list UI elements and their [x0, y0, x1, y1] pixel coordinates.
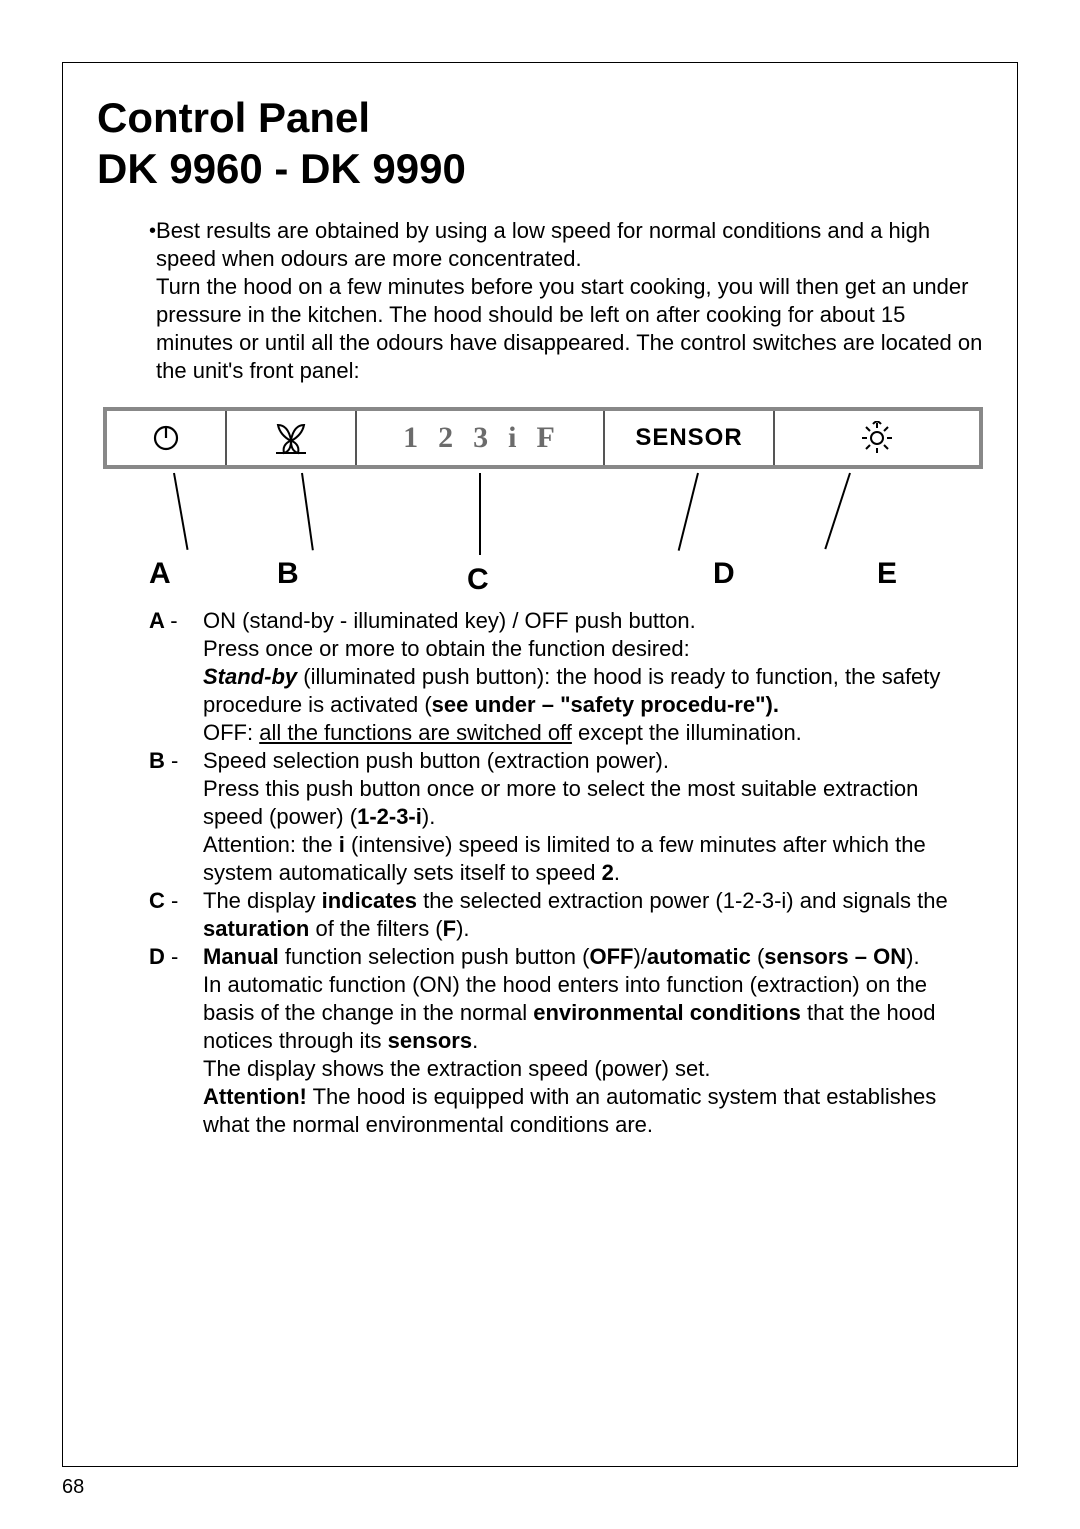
power-icon	[151, 423, 181, 453]
def-c: C - The display indicates the selected e…	[149, 887, 983, 943]
panel-segment-light	[775, 411, 979, 465]
callout-label-c: C	[467, 563, 489, 597]
fan-icon	[272, 421, 310, 455]
panel-segment-display: 1 2 3 i F	[357, 411, 605, 465]
page-number: 68	[62, 1476, 84, 1499]
def-key: A -	[149, 607, 203, 747]
intro-text: Best results are obtained by using a low…	[156, 217, 983, 385]
callout-line	[678, 473, 699, 551]
control-panel: 1 2 3 i F SENSOR	[103, 407, 983, 469]
callout-line	[173, 473, 189, 550]
def-body: ON (stand-by - illuminated key) / OFF pu…	[203, 607, 983, 747]
panel-segment-sensor: SENSOR	[605, 411, 775, 465]
def-body: The display indicates the selected extra…	[203, 887, 983, 943]
panel-segment-fan	[227, 411, 357, 465]
def-a: A - ON (stand-by - illuminated key) / OF…	[149, 607, 983, 747]
bullet: •	[149, 217, 156, 385]
title-line-1: Control Panel	[97, 93, 983, 143]
callout-lines: A B C D E	[109, 469, 983, 599]
def-body: Speed selection push button (extraction …	[203, 747, 983, 887]
light-icon	[860, 421, 894, 455]
callout-label-a: A	[149, 557, 171, 591]
callout-line	[479, 473, 481, 555]
document-page: Control Panel DK 9960 - DK 9990 • Best r…	[62, 62, 1018, 1467]
callout-line	[824, 473, 851, 550]
callout-label-b: B	[277, 557, 299, 591]
callout-label-e: E	[877, 557, 897, 591]
title-line-2: DK 9960 - DK 9990	[97, 145, 983, 193]
def-b: B - Speed selection push button (extract…	[149, 747, 983, 887]
def-key: D -	[149, 943, 203, 1139]
panel-segment-power	[107, 411, 227, 465]
def-key: C -	[149, 887, 203, 943]
display-digit: 1	[403, 421, 420, 455]
intro-block: • Best results are obtained by using a l…	[97, 217, 983, 385]
callout-line	[301, 473, 314, 551]
def-d: D - Manual function selection push butto…	[149, 943, 983, 1139]
sensor-label: SENSOR	[635, 424, 742, 452]
display-digit: i	[508, 421, 518, 455]
display-digit: F	[537, 421, 557, 455]
def-key: B -	[149, 747, 203, 887]
display-digit: 3	[473, 421, 490, 455]
definitions-list: A - ON (stand-by - illuminated key) / OF…	[97, 607, 983, 1139]
control-panel-diagram: 1 2 3 i F SENSOR	[103, 407, 983, 599]
def-body: Manual function selection push button (O…	[203, 943, 983, 1139]
display-digit: 2	[438, 421, 455, 455]
callout-label-d: D	[713, 557, 735, 591]
